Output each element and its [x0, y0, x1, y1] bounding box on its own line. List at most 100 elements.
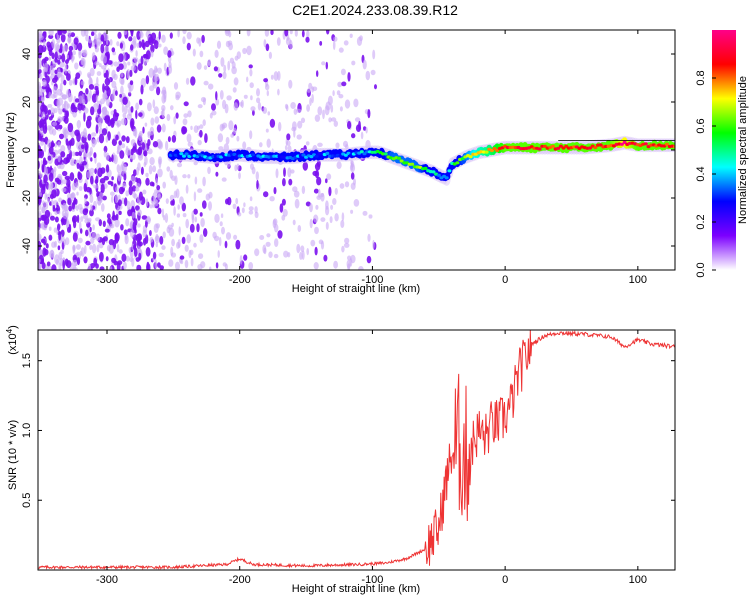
- noise-speckle: [89, 90, 92, 99]
- noise-speckle: [76, 162, 80, 170]
- noise-speckle: [121, 182, 127, 189]
- noise-speckle: [96, 162, 102, 169]
- noise-speckle: [163, 62, 167, 72]
- noise-speckle: [239, 255, 243, 265]
- noise-speckle: [41, 164, 45, 173]
- noise-speckle: [306, 104, 310, 112]
- noise-speckle: [114, 194, 119, 204]
- noise-speckle: [362, 210, 368, 216]
- noise-speckle: [313, 214, 319, 223]
- noise-speckle: [277, 230, 283, 239]
- noise-speckle: [199, 129, 203, 138]
- noise-speckle: [143, 238, 147, 246]
- noise-speckle: [297, 120, 303, 129]
- noise-speckle: [128, 247, 132, 254]
- noise-speckle: [60, 151, 66, 158]
- noise-speckle: [104, 77, 111, 86]
- noise-speckle: [178, 226, 181, 236]
- noise-speckle: [118, 53, 124, 63]
- noise-speckle: [142, 126, 145, 134]
- noise-speckle: [219, 90, 224, 100]
- noise-speckle: [254, 248, 260, 257]
- noise-speckle: [234, 55, 239, 61]
- noise-speckle: [56, 37, 61, 44]
- noise-speckle: [45, 243, 49, 249]
- noise-speckle: [85, 88, 89, 95]
- noise-speckle: [147, 102, 152, 112]
- noise-speckle: [166, 113, 171, 122]
- noise-speckle: [213, 235, 220, 242]
- snr-y-multiplier: (x104): [5, 325, 19, 355]
- noise-speckle: [294, 30, 298, 37]
- noise-speckle: [85, 240, 91, 246]
- noise-speckle: [67, 122, 74, 133]
- noise-speckle: [65, 138, 69, 146]
- noise-speckle: [131, 257, 135, 267]
- noise-speckle: [273, 187, 277, 195]
- noise-speckle: [314, 226, 319, 235]
- x-tick-label: -100: [361, 574, 383, 586]
- noise-speckle: [89, 204, 93, 212]
- noise-speckle: [81, 144, 85, 149]
- noise-speckle: [83, 107, 89, 114]
- noise-speckle: [135, 205, 140, 211]
- noise-speckle: [161, 123, 166, 133]
- noise-speckle: [48, 30, 54, 37]
- noise-speckle: [89, 194, 94, 204]
- noise-speckle: [154, 65, 158, 74]
- noise-speckle: [75, 205, 79, 212]
- noise-speckle: [300, 245, 305, 253]
- noise-speckle: [306, 30, 310, 39]
- noise-speckle: [173, 116, 177, 125]
- noise-speckle: [75, 244, 81, 250]
- noise-speckle: [347, 263, 351, 270]
- noise-speckle: [49, 65, 55, 76]
- noise-speckle: [71, 192, 75, 199]
- snr-background: [38, 330, 675, 570]
- noise-speckle: [161, 89, 167, 96]
- noise-speckle: [69, 172, 75, 182]
- noise-speckle: [161, 108, 165, 119]
- noise-speckle: [320, 217, 326, 223]
- noise-speckle: [71, 151, 76, 157]
- noise-speckle: [38, 170, 42, 176]
- noise-speckle: [89, 76, 93, 87]
- noise-speckle: [80, 80, 85, 86]
- noise-speckle: [149, 204, 154, 209]
- noise-speckle: [145, 217, 151, 223]
- noise-speckle: [120, 224, 124, 231]
- noise-speckle: [100, 98, 105, 105]
- noise-speckle: [224, 103, 229, 114]
- noise-speckle: [48, 234, 53, 241]
- noise-speckle: [243, 254, 248, 261]
- x-tick-label: -200: [229, 274, 251, 286]
- noise-speckle: [143, 150, 148, 157]
- noise-speckle: [301, 30, 305, 38]
- noise-speckle: [165, 198, 169, 205]
- noise-speckle: [181, 236, 186, 245]
- noise-speckle: [80, 247, 85, 257]
- noise-speckle: [203, 65, 208, 70]
- noise-speckle: [187, 110, 192, 118]
- noise-speckle: [109, 39, 113, 46]
- noise-speckle: [227, 60, 231, 71]
- noise-speckle: [137, 223, 141, 228]
- noise-speckle: [133, 57, 139, 63]
- noise-speckle: [42, 79, 47, 87]
- noise-speckle: [285, 104, 289, 112]
- noise-speckle: [343, 242, 350, 248]
- noise-speckle: [184, 259, 189, 269]
- x-tick-label: 100: [629, 274, 647, 286]
- noise-speckle: [248, 206, 254, 212]
- noise-speckle: [266, 138, 271, 148]
- noise-speckle: [246, 30, 251, 37]
- noise-speckle: [235, 197, 239, 205]
- noise-speckle: [305, 141, 310, 146]
- noise-speckle: [332, 90, 335, 97]
- y-tick-label: 40: [21, 48, 33, 60]
- ridge-core: [301, 153, 306, 157]
- noise-speckle: [91, 31, 95, 37]
- noise-speckle: [93, 139, 98, 145]
- noise-speckle: [140, 55, 144, 65]
